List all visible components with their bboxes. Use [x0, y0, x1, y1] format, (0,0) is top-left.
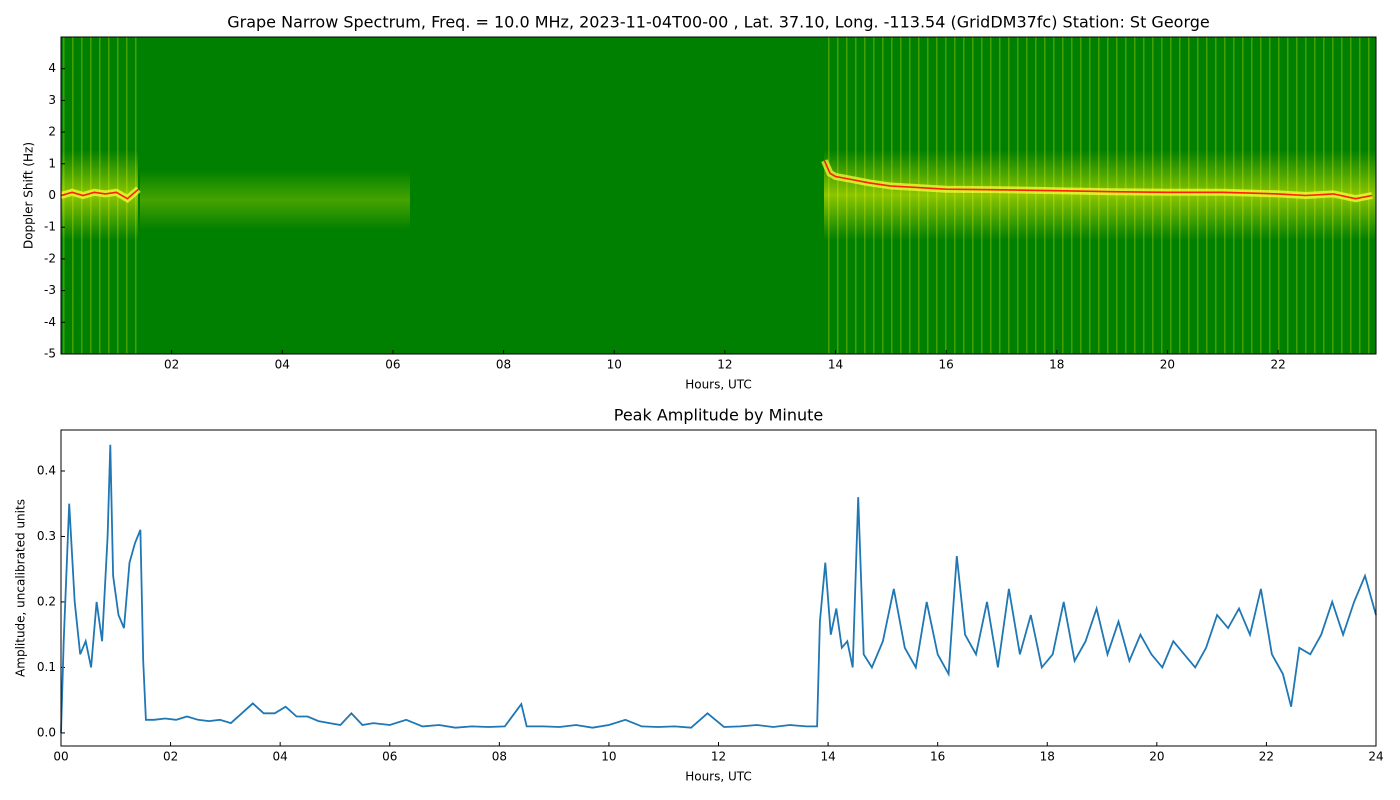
y-tick-label: 0.1 — [37, 660, 56, 674]
y-tick-label: 0.2 — [37, 594, 56, 608]
y-tick-label: 0.4 — [37, 463, 56, 477]
y-tick-label: 0 — [48, 188, 56, 202]
x-tick-label: 06 — [385, 358, 400, 372]
x-tick-label: 12 — [711, 750, 726, 764]
chart-title: Peak Amplitude by Minute — [614, 406, 824, 425]
amplitude-line — [60, 444, 1377, 733]
x-tick-label: 08 — [492, 750, 507, 764]
x-tick-label: 02 — [164, 358, 179, 372]
y-tick-label: -1 — [44, 220, 56, 234]
y-axis-label: Amplitude, uncalibrated units — [14, 499, 28, 677]
x-tick-label: 18 — [1049, 358, 1064, 372]
x-tick-label: 10 — [607, 358, 622, 372]
y-tick-label: -5 — [44, 347, 56, 361]
x-axis-label: Hours, UTC — [685, 378, 752, 392]
x-tick-label: 24 — [1368, 750, 1383, 764]
y-tick-label: 2 — [48, 125, 56, 139]
x-tick-label: 22 — [1259, 750, 1274, 764]
noise-band — [140, 170, 410, 230]
x-tick-label: 02 — [163, 750, 178, 764]
plot-frame — [60, 36, 1377, 355]
x-tick-label: 14 — [820, 750, 835, 764]
x-tick-label: 16 — [930, 750, 945, 764]
x-tick-label: 22 — [1270, 358, 1285, 372]
y-tick-label: 0.3 — [37, 529, 56, 543]
x-tick-label: 00 — [53, 750, 68, 764]
y-tick-label: 4 — [48, 61, 56, 75]
x-tick-label: 04 — [273, 750, 288, 764]
spectrogram-texture — [61, 37, 1376, 354]
x-tick-label: 04 — [275, 358, 290, 372]
x-tick-label: 20 — [1149, 750, 1164, 764]
y-tick-label: -4 — [44, 315, 56, 329]
y-tick-label: -2 — [44, 251, 56, 265]
y-tick-label: -3 — [44, 283, 56, 297]
x-tick-label: 12 — [717, 358, 732, 372]
x-axis-label: Hours, UTC — [685, 770, 752, 784]
x-tick-label: 14 — [828, 358, 843, 372]
x-tick-label: 18 — [1040, 750, 1055, 764]
y-tick-label: 0.0 — [37, 725, 56, 739]
x-tick-label: 06 — [382, 750, 397, 764]
x-tick-label: 16 — [939, 358, 954, 372]
doppler-trace — [823, 160, 1373, 200]
doppler-trace — [60, 188, 140, 200]
y-tick-label: 1 — [48, 156, 56, 170]
y-axis-label: Doppler Shift (Hz) — [22, 142, 36, 249]
plot-frame — [60, 429, 1377, 747]
x-tick-label: 20 — [1160, 358, 1175, 372]
x-tick-label: 10 — [601, 750, 616, 764]
y-tick-label: 3 — [48, 93, 56, 107]
chart-title: Grape Narrow Spectrum, Freq. = 10.0 MHz,… — [227, 13, 1210, 32]
x-tick-label: 08 — [496, 358, 511, 372]
